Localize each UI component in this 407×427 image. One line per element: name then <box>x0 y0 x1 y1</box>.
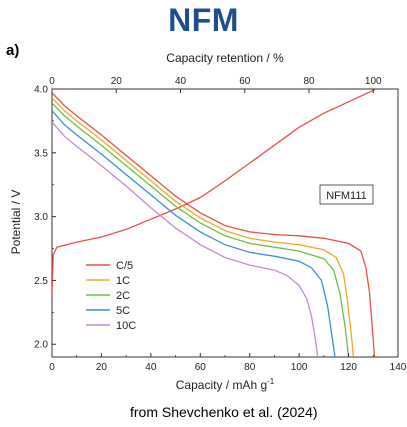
legend-label-10c: 10C <box>116 320 136 332</box>
y-tick-label: 3.0 <box>34 212 48 223</box>
x2-tick-label: 60 <box>239 76 251 87</box>
x-tick-label: 80 <box>244 362 256 373</box>
x2-tick-label: 40 <box>175 76 187 87</box>
discharge-line-5c <box>52 110 336 357</box>
x-tick-label: 140 <box>390 362 407 373</box>
x-axis-label-sup: -1 <box>267 377 275 386</box>
discharge-line-10c <box>52 121 319 357</box>
charge-line-c5 <box>52 89 377 294</box>
legend-label-2c: 2C <box>116 290 130 302</box>
x-tick-label: 100 <box>291 362 308 373</box>
panel-label: a) <box>6 42 20 59</box>
y-tick-label: 2.0 <box>34 340 48 351</box>
y-tick-label: 3.5 <box>34 148 48 159</box>
legend-label-1c: 1C <box>116 275 130 287</box>
x2-axis-label: Capacity retention / % <box>166 51 284 65</box>
x-axis-label: Capacity / mAh g-1 <box>176 377 275 392</box>
x-tick-label: 20 <box>96 362 108 373</box>
source-caption: from Shevchenko et al. (2024) <box>130 404 318 420</box>
legend: C/5 1C 2C 5C 10C <box>86 260 136 332</box>
legend-label-5c: 5C <box>116 305 130 317</box>
y-axis-label: Potential / V <box>9 190 23 255</box>
discharge-line-2c <box>52 102 350 357</box>
x-tick-label: 40 <box>145 362 157 373</box>
x2-tick-label: 80 <box>303 76 315 87</box>
plot-frame <box>51 88 399 358</box>
page-title: NFM <box>168 2 239 38</box>
x2-tick-label: 100 <box>365 76 382 87</box>
legend-label-c5: C/5 <box>116 260 133 272</box>
x2-tick-label: 0 <box>49 76 55 87</box>
x-tick-label: 60 <box>195 362 207 373</box>
y-tick-label: 4.0 <box>34 85 48 96</box>
x-tick-label: 120 <box>340 362 357 373</box>
x2-tick-label: 20 <box>111 76 123 87</box>
y-tick-label: 2.5 <box>34 276 48 287</box>
discharge-line-1c <box>52 97 355 357</box>
annotation-box: NFM111 <box>319 184 374 205</box>
x-axis-label-main: Capacity / mAh g <box>176 378 267 392</box>
discharge-line-c5 <box>52 92 376 357</box>
annotation-text: NFM111 <box>326 190 367 202</box>
x-tick-label: 0 <box>49 362 55 373</box>
